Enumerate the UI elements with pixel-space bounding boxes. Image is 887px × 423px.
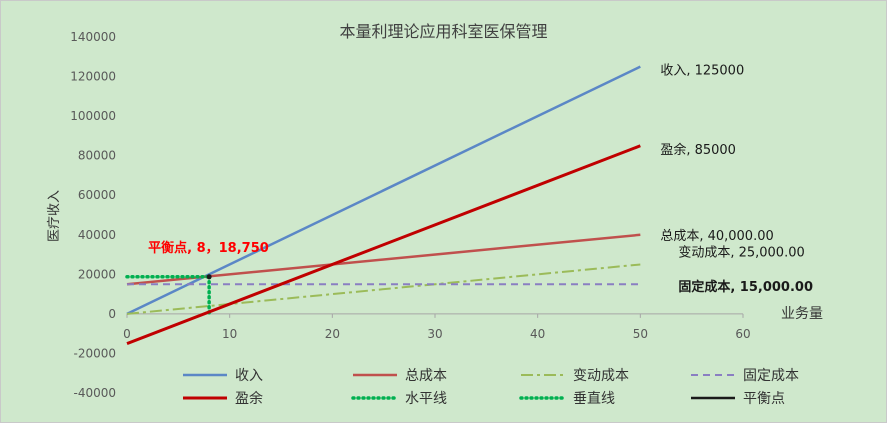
legend-label: 平衡点 [743, 391, 785, 407]
legend-label: 总成本 [405, 368, 447, 384]
y-tick-label: 80000 [78, 149, 116, 163]
y-tick-label: 20000 [78, 267, 116, 281]
x-tick-label: 40 [530, 327, 545, 341]
series-line-总成本 [126, 233, 641, 286]
legend-label: 垂直线 [573, 390, 615, 407]
chart-title: 本量利理论应用科室医保管理 [339, 22, 548, 41]
x-tick-label: 50 [633, 327, 648, 341]
x-tick-label: 60 [735, 327, 750, 341]
series-end-label: 收入, 125000 [660, 64, 744, 79]
y-tick-label: 60000 [78, 188, 116, 202]
series-line-盈余 [126, 144, 641, 345]
legend-label: 固定成本 [743, 368, 799, 384]
series-line-收入 [126, 65, 641, 316]
series-end-label: 盈余, 85000 [660, 142, 736, 158]
x-axis-label: 业务量 [781, 306, 823, 322]
x-tick-label: 0 [123, 327, 131, 341]
legend-label: 变动成本 [573, 368, 629, 384]
y-axis-label: 医疗收入 [47, 189, 62, 243]
y-tick-label: 0 [108, 307, 116, 321]
y-tick-label: 140000 [70, 30, 116, 44]
break-even-point [206, 274, 212, 280]
y-tick-label: 100000 [70, 109, 116, 123]
x-tick-label: 10 [222, 327, 237, 341]
series-line-变动成本 [126, 263, 641, 315]
series-end-label: 总成本, 40,000.00 [660, 229, 773, 244]
legend-label: 盈余 [235, 390, 263, 407]
y-tick-label: -20000 [73, 346, 116, 360]
legend-label: 收入 [235, 368, 263, 384]
legend-label: 水平线 [405, 391, 447, 407]
x-tick-label: 20 [325, 327, 340, 341]
y-tick-label: 40000 [78, 228, 116, 242]
y-tick-label: -40000 [73, 386, 116, 400]
y-tick-label: 120000 [70, 70, 116, 84]
annotation-label: 平衡点, 8，18,750 [148, 240, 269, 256]
x-tick-label: 30 [427, 327, 442, 341]
series-end-label: 变动成本, 25,000.00 [678, 244, 804, 260]
series-end-label: 固定成本, 15,000.00 [678, 279, 813, 295]
